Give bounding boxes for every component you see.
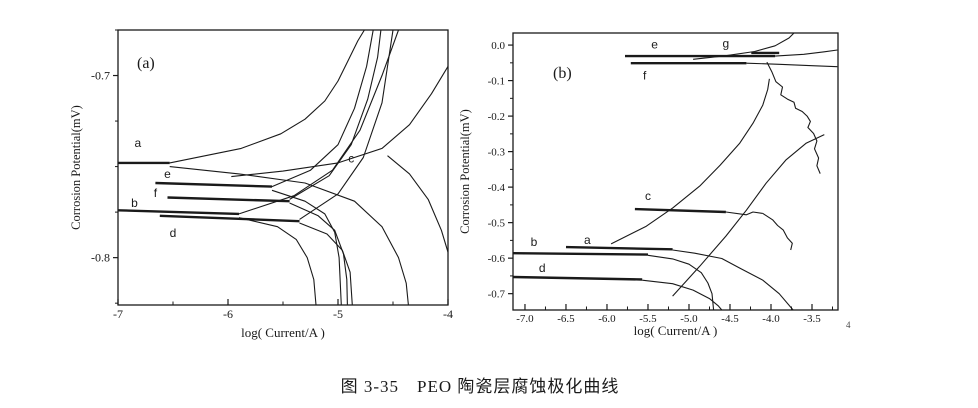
polarization-plot-b: -7.0 -6.5 -6.0 -5.5 -5.0 -4.5 -4.0 -3.5 0.0 -0.1 -…	[450, 20, 878, 355]
x-tick-label: -4.0	[762, 313, 780, 325]
curve-a-ecorr-spike	[565, 245, 673, 251]
curve-label-a: a	[584, 233, 591, 247]
curve-label-a: a	[134, 136, 141, 150]
curve-c-cathodic-jagged	[762, 212, 793, 251]
y-tick-label: -0.3	[488, 147, 506, 159]
curve-b-cathodic	[238, 217, 317, 305]
plot-canvas-a: -7 -6 -5 -4 -0.7 -0.8 log( Current/A ) Corrosio…	[69, 29, 453, 340]
curve-a-anodic	[169, 30, 365, 164]
curve-c-anodic	[672, 134, 825, 297]
curve-d-anodic	[299, 30, 394, 220]
curve-d-cathodic	[299, 222, 353, 305]
curve-label-c: c	[645, 189, 651, 203]
y-tick-label: -0.7	[488, 289, 506, 301]
y-axis-title: Corrosion Potential(mV)	[458, 109, 472, 234]
curve-label-b: b	[131, 196, 138, 210]
panel-label: (b)	[553, 65, 572, 82]
curves-group	[118, 30, 448, 305]
curve-c-ecorr-spike	[634, 207, 726, 214]
panel-label: (a)	[137, 55, 155, 72]
curve-c-ecorr-extension	[725, 211, 763, 216]
x-tick-label: -3.5	[803, 313, 821, 325]
curve-d-ecorr-spike	[513, 275, 643, 281]
x-tick-label: -6.0	[598, 313, 616, 325]
x-axis-title: log( Current/A )	[634, 323, 718, 338]
y-axis-title: Corrosion Potential(mV)	[69, 105, 83, 230]
curve-b-cathodic	[647, 254, 715, 310]
x-tick-label: -5	[333, 307, 343, 321]
curve-f-ecorr-spike	[167, 196, 290, 203]
curve-a-cathodic	[672, 249, 794, 310]
curve-a-anodic	[610, 78, 770, 245]
x-tick-label: -4	[443, 307, 453, 321]
x-tick-label: -5.5	[639, 313, 657, 325]
curve-label-b: b	[531, 235, 538, 249]
curve-b-ecorr-spike	[118, 209, 240, 216]
y-tick-label: -0.4	[488, 182, 506, 194]
y-tick-label: -0.7	[91, 69, 110, 83]
x-tick-label: -6.5	[557, 313, 575, 325]
curve-a-cathodic	[169, 166, 409, 305]
curve-f-cathodic	[289, 202, 348, 305]
y-tick-label: -0.6	[488, 253, 506, 265]
curve-c-anodic	[231, 66, 448, 178]
curve-label-d: d	[170, 226, 177, 240]
x-tick-label: -4.5	[721, 313, 739, 325]
curve-d-cathodic	[642, 279, 723, 310]
curve-label-f: f	[154, 186, 158, 200]
scan-artifact-mark: 4	[846, 320, 851, 330]
curve-label-g: g	[723, 37, 730, 51]
curve-c-cathodic	[387, 155, 448, 253]
curve-g-cathodic-jagged	[766, 61, 821, 174]
x-tick-label: -7.0	[516, 313, 534, 325]
y-tick-label: -0.8	[91, 251, 110, 265]
x-axis-title: log( Current/A )	[241, 325, 325, 340]
curves-group	[513, 33, 838, 310]
curve-g-anodic	[693, 33, 795, 60]
curve-label-f: f	[643, 68, 647, 82]
curve-b-ecorr-spike	[513, 252, 649, 256]
x-tick-label: -7	[113, 307, 123, 321]
plot-canvas-b: -7.0 -6.5 -6.0 -5.5 -5.0 -4.5 -4.0 -3.5 0.0 -0.1 -…	[458, 32, 839, 338]
x-tick-label: -6	[223, 307, 233, 321]
curve-e-ecorr-spike	[155, 181, 273, 188]
y-tick-label: -0.5	[488, 218, 506, 230]
y-tick-label: -0.2	[488, 111, 505, 123]
curve-e-cathodic	[271, 189, 342, 305]
x-tick-label: -5.0	[680, 313, 698, 325]
curve-label-e: e	[651, 37, 658, 51]
curve-e-anodic	[775, 49, 838, 57]
curve-label-d: d	[539, 261, 546, 275]
figure-caption: 图 3-35 PEO 陶瓷层腐蚀极化曲线	[340, 377, 620, 396]
y-tick-label: 0.0	[491, 40, 505, 52]
curve-f-anodic	[289, 30, 382, 200]
curve-d-ecorr-spike	[159, 214, 300, 223]
curve-b-anodic	[238, 30, 400, 215]
axes-frame	[512, 32, 839, 311]
curve-label-e: e	[164, 167, 171, 181]
curve-e-anodic	[271, 30, 374, 188]
curve-f-anodic	[746, 62, 838, 68]
y-tick-label: -0.1	[488, 76, 505, 88]
polarization-plot-a: -7 -6 -5 -4 -0.7 -0.8 log( Current/A ) Corrosio…	[60, 18, 460, 353]
